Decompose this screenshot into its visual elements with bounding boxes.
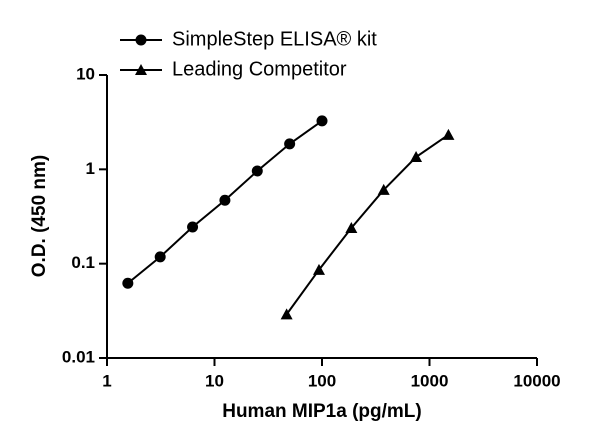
marker [135,64,147,75]
y-tick-label: 0.01 [62,347,95,366]
x-tick-label: 1000 [411,371,449,390]
marker [135,34,147,46]
series-line [285,134,449,315]
marker [377,183,390,195]
x-tick-label: 10000 [513,371,560,390]
x-tick-label: 100 [308,371,336,390]
marker [219,194,231,206]
legend-label: Leading Competitor [172,58,347,80]
marker [410,151,423,163]
marker [312,263,325,275]
marker [251,165,263,177]
legend-label: SimpleStep ELISA® kit [172,28,377,50]
y-tick-label: 0.1 [71,253,95,272]
x-tick-label: 10 [205,371,224,390]
marker [284,138,296,150]
x-tick-label: 1 [102,371,111,390]
y-axis-label: O.D. (450 nm) [29,155,50,277]
marker [187,221,199,233]
marker [345,221,358,233]
x-axis-label: Human MIP1a (pg/mL) [222,401,422,422]
marker [316,115,328,127]
y-tick-label: 1 [86,159,95,178]
marker [442,128,455,140]
y-tick-label: 10 [76,64,95,83]
marker [122,277,134,289]
marker [154,251,166,263]
marker [280,308,293,320]
